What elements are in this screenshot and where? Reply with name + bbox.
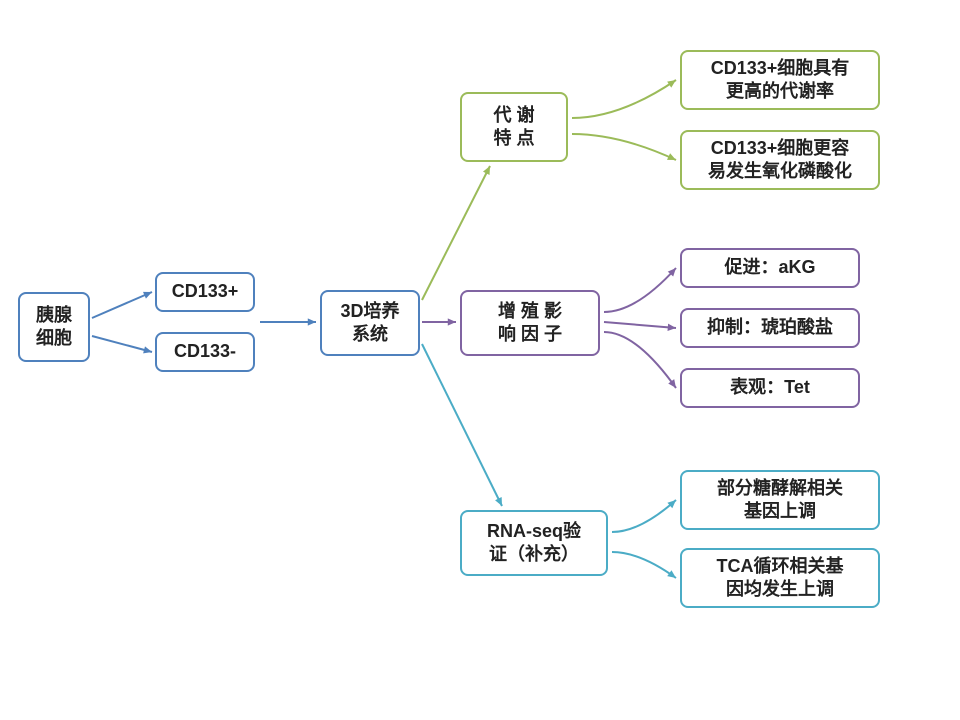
edge-prolif-pf3 xyxy=(604,332,676,388)
node-met1: CD133+细胞具有 更高的代谢率 xyxy=(680,50,880,110)
edge-rnaseq-rna2 xyxy=(612,552,676,578)
edge-root-cd133n xyxy=(92,336,152,353)
node-cd133n: CD133- xyxy=(155,332,255,372)
edge-rnaseq-rna1 xyxy=(612,500,676,532)
node-prolif: 增 殖 影 响 因 子 xyxy=(460,290,600,356)
node-metab: 代 谢 特 点 xyxy=(460,92,568,162)
edge-root-cd133p xyxy=(92,292,152,318)
edge-metab-met2 xyxy=(572,134,676,160)
node-root: 胰腺 细胞 xyxy=(18,292,90,362)
edge-sys3d-metab xyxy=(422,166,490,300)
node-met2: CD133+细胞更容 易发生氧化磷酸化 xyxy=(680,130,880,190)
node-rna1: 部分糖酵解相关 基因上调 xyxy=(680,470,880,530)
node-rna2: TCA循环相关基 因均发生上调 xyxy=(680,548,880,608)
node-pf2: 抑制：琥珀酸盐 xyxy=(680,308,860,348)
node-rnaseq: RNA-seq验 证（补充） xyxy=(460,510,608,576)
edge-sys3d-prolif xyxy=(422,318,456,325)
node-pf1: 促进：aKG xyxy=(680,248,860,288)
node-pf3: 表观：Tet xyxy=(680,368,860,408)
edge-cd133p-sys3d xyxy=(260,318,316,325)
edge-sys3d-rnaseq xyxy=(422,344,502,506)
edge-metab-met1 xyxy=(572,80,676,118)
edge-prolif-pf2 xyxy=(604,322,676,331)
node-cd133p: CD133+ xyxy=(155,272,255,312)
node-sys3d: 3D培养 系统 xyxy=(320,290,420,356)
edge-prolif-pf1 xyxy=(604,268,676,312)
